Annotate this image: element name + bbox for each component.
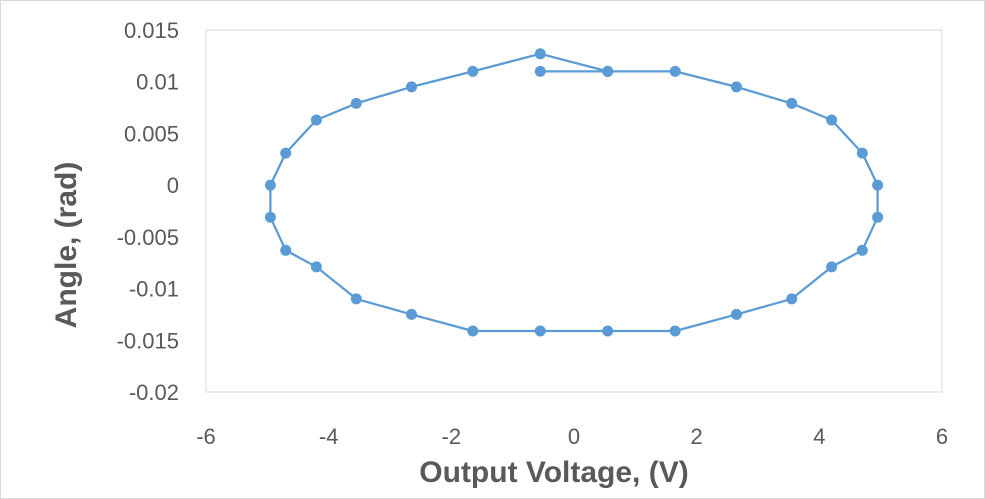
data-point (310, 114, 322, 126)
data-point (264, 211, 276, 223)
data-point (602, 65, 614, 77)
y-tick-label: -0.01 (129, 277, 179, 302)
y-tick-label: 0.005 (124, 121, 179, 146)
data-point (731, 308, 742, 320)
x-tick-label: 0 (568, 424, 580, 449)
x-tick-label: -6 (196, 424, 216, 449)
data-point (786, 97, 798, 109)
data-point (826, 261, 838, 273)
y-axis-title: Angle, (rad) (50, 162, 83, 329)
data-point (467, 325, 479, 337)
data-point (534, 65, 546, 77)
y-tick-label: -0.005 (117, 225, 179, 250)
data-point (534, 325, 546, 337)
x-axis-title: Output Voltage, (V) (419, 456, 688, 489)
y-tick-label: 0 (167, 173, 179, 198)
data-point (280, 147, 292, 159)
data-point (280, 244, 292, 256)
y-tick-label: 0.015 (124, 18, 179, 43)
data-point (602, 325, 614, 337)
series-line (269, 52, 879, 333)
data-point (350, 293, 362, 305)
x-tick-label: -4 (319, 424, 339, 449)
data-point (856, 147, 868, 159)
data-point (872, 179, 884, 191)
data-point (406, 81, 417, 93)
data-point (826, 114, 838, 126)
y-tick-label: -0.015 (117, 328, 179, 353)
y-tick-label: -0.02 (129, 380, 179, 405)
x-tick-label: 6 (936, 424, 948, 449)
data-point (534, 48, 546, 60)
data-point (872, 211, 884, 223)
x-tick-label: 2 (691, 424, 703, 449)
data-point (264, 179, 276, 191)
data-point (731, 81, 742, 93)
data-point (350, 97, 362, 109)
data-point (856, 244, 868, 256)
data-point (467, 65, 479, 77)
data-point (669, 325, 681, 337)
data-point (669, 65, 681, 77)
data-point (406, 308, 417, 320)
x-tick-label: -2 (442, 424, 462, 449)
plot-area (205, 29, 943, 393)
x-tick-label: 4 (813, 424, 825, 449)
y-tick-label: 0.01 (136, 70, 179, 95)
data-point (786, 293, 798, 305)
data-point (310, 261, 322, 273)
